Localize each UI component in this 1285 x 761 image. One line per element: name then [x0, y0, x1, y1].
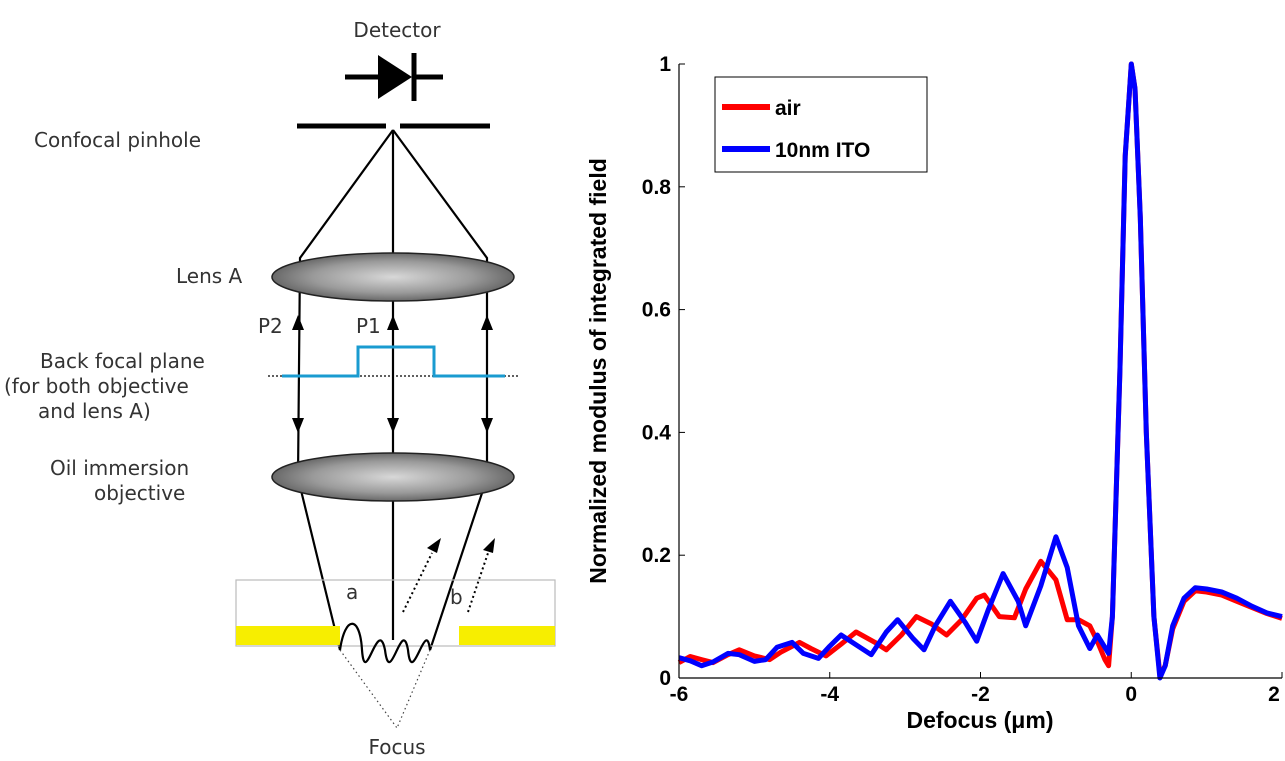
y-ticks: 0 0.2 0.4 0.6 0.8 1: [642, 53, 685, 690]
legend: air 10nm ITO: [714, 76, 928, 173]
scattered-arrows: [402, 538, 495, 613]
y-tick-label: 0.8: [642, 176, 672, 199]
series-line-10nm-ito: [678, 61, 1283, 681]
lens-a: [271, 252, 515, 302]
x-tick-label: 2: [1268, 683, 1280, 706]
y-axis-title: Normalized modulus of integrated field: [585, 158, 611, 584]
b-label: b: [450, 585, 463, 609]
focus-lines: [339, 649, 431, 729]
x-tick-label: -4: [820, 683, 839, 706]
y-tick-label: 1: [659, 53, 671, 76]
p2-label: P2: [258, 314, 283, 338]
y-tick-label: 0.6: [642, 299, 671, 322]
surface-wave: [338, 622, 432, 664]
detector-diode-icon: [345, 53, 443, 101]
x-tick-label: 0: [1125, 683, 1137, 706]
plot-lines: [677, 61, 1283, 681]
ray-arrows: [292, 315, 493, 433]
optical-diagram: Detector Confocal pinhole: [4, 18, 556, 759]
lens-a-label: Lens A: [176, 264, 243, 288]
oil-immersion-label-1: Oil immersion: [50, 456, 189, 480]
p1-label: P1: [356, 314, 381, 338]
detector-label: Detector: [353, 18, 441, 42]
y-tick-label: 0.2: [642, 544, 671, 567]
y-tick-label: 0: [659, 667, 671, 690]
back-focal-plane-label-3: and lens A): [38, 399, 151, 423]
chart: -6 -4 -2 0 2 0 0.2 0.4 0.6 0.8 1 Defocus (μm) Nor…: [585, 53, 1283, 733]
back-focal-plane-label-2: (for both objective: [4, 374, 189, 398]
oil-immersion-label-2: objective: [94, 481, 185, 505]
x-tick-label: -6: [670, 683, 689, 706]
film-left: [236, 626, 340, 645]
back-focal-plane: [268, 345, 520, 378]
x-tick-label: -2: [971, 683, 990, 706]
back-focal-plane-label-1: Back focal plane: [40, 349, 205, 373]
ray-lines: [296, 129, 489, 651]
x-axis-title: Defocus (μm): [907, 707, 1054, 733]
focus-label: Focus: [368, 735, 425, 759]
film-right: [459, 626, 555, 645]
confocal-pinhole-label: Confocal pinhole: [34, 128, 201, 152]
sample-box: [235, 579, 556, 647]
a-label: a: [346, 580, 358, 604]
oil-immersion-objective: [271, 452, 515, 502]
legend-label-air: air: [775, 97, 801, 120]
x-ticks: -6 -4 -2 0 2: [670, 672, 1283, 706]
y-tick-label: 0.4: [642, 421, 672, 444]
legend-label-10nm-ito: 10nm ITO: [775, 139, 870, 162]
